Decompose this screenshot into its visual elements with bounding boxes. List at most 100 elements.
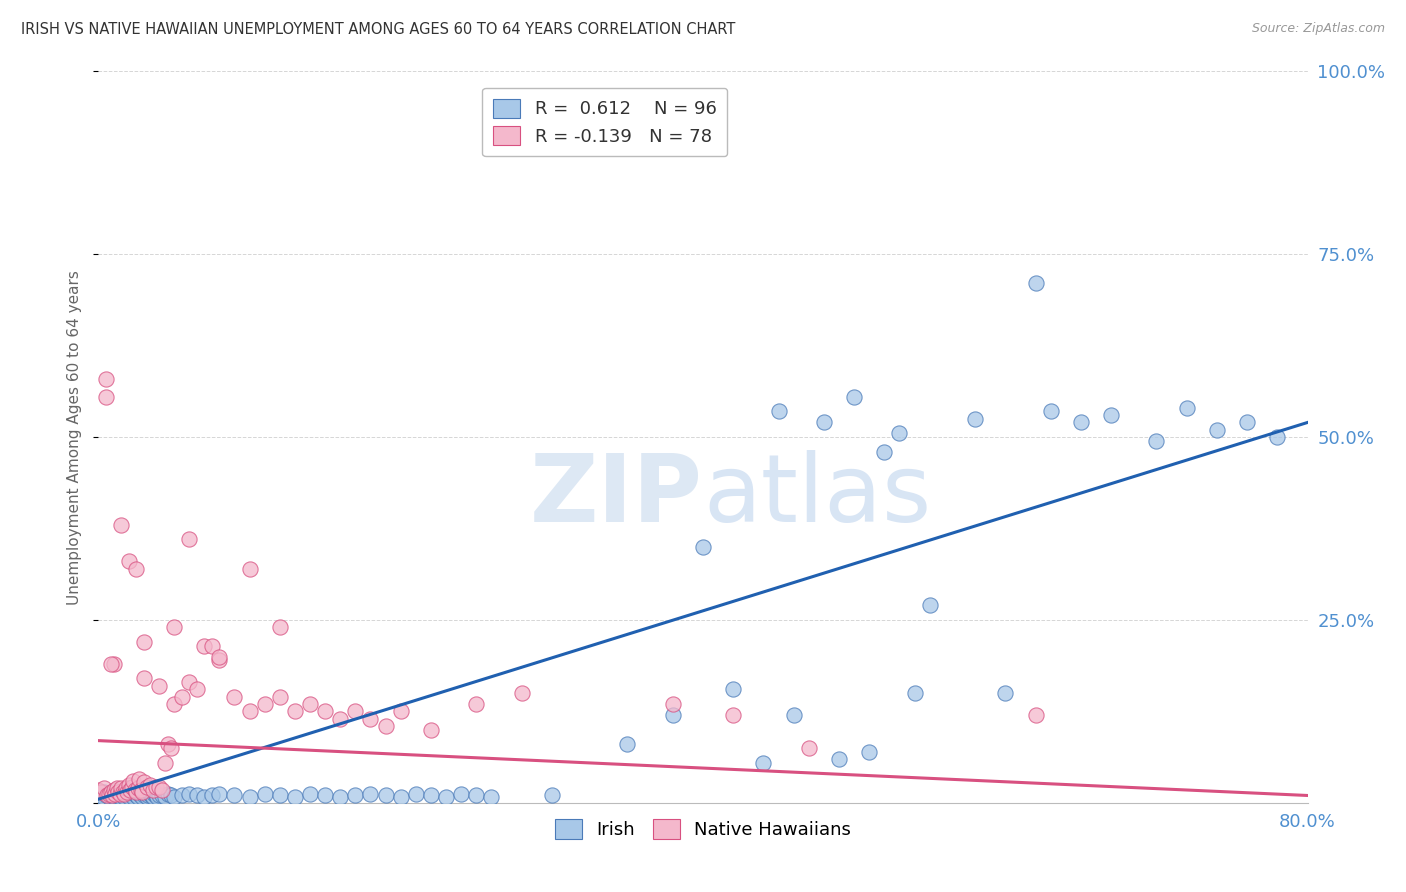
Point — [96, 789, 118, 803]
Point — [132, 775, 155, 789]
Point — [142, 789, 165, 804]
Point — [314, 705, 336, 719]
Point — [873, 444, 896, 458]
Point — [150, 789, 173, 803]
Point — [145, 780, 167, 794]
Point — [128, 772, 150, 787]
Point — [136, 789, 159, 803]
Point — [103, 789, 125, 804]
Point — [135, 780, 157, 794]
Point — [186, 682, 208, 697]
Point — [148, 679, 170, 693]
Point — [146, 789, 169, 804]
Point — [224, 690, 246, 704]
Point — [201, 789, 224, 803]
Point — [114, 781, 136, 796]
Point — [360, 712, 382, 726]
Point — [110, 781, 132, 796]
Point — [125, 789, 148, 803]
Point — [112, 789, 135, 804]
Point — [93, 785, 115, 799]
Point — [120, 782, 142, 797]
Point — [160, 789, 183, 803]
Point — [163, 789, 186, 804]
Point — [120, 787, 142, 801]
Point — [284, 789, 307, 804]
Point — [156, 737, 179, 751]
Point — [420, 789, 443, 803]
Point — [101, 787, 124, 801]
Point — [156, 787, 179, 801]
Point — [98, 789, 121, 804]
Point — [813, 416, 835, 430]
Point — [134, 787, 156, 801]
Point — [918, 599, 941, 613]
Point — [114, 787, 136, 801]
Point — [160, 740, 183, 755]
Text: Source: ZipAtlas.com: Source: ZipAtlas.com — [1251, 22, 1385, 36]
Point — [239, 705, 262, 719]
Point — [1070, 416, 1092, 430]
Point — [142, 782, 165, 797]
Point — [420, 723, 443, 737]
Point — [139, 778, 162, 792]
Point — [208, 649, 231, 664]
Point — [329, 789, 352, 804]
Point — [103, 657, 125, 671]
Point — [103, 782, 125, 797]
Point — [90, 787, 112, 801]
Point — [239, 562, 262, 576]
Point — [125, 785, 148, 799]
Point — [105, 787, 128, 801]
Point — [121, 780, 143, 794]
Point — [94, 789, 117, 803]
Point — [100, 657, 122, 671]
Point — [127, 781, 149, 796]
Point — [101, 789, 124, 803]
Point — [139, 787, 162, 801]
Point — [127, 789, 149, 804]
Point — [98, 787, 121, 801]
Point — [148, 780, 170, 794]
Point — [540, 789, 562, 803]
Point — [201, 639, 224, 653]
Point — [1039, 404, 1062, 418]
Point — [510, 686, 533, 700]
Point — [118, 554, 141, 568]
Legend: Irish, Native Hawaiians: Irish, Native Hawaiians — [547, 812, 859, 847]
Point — [329, 712, 352, 726]
Point — [186, 789, 208, 803]
Point — [131, 785, 153, 799]
Point — [179, 675, 201, 690]
Point — [91, 789, 114, 804]
Point — [1144, 434, 1167, 448]
Point — [96, 787, 118, 801]
Point — [132, 672, 155, 686]
Point — [661, 697, 683, 711]
Point — [344, 789, 367, 803]
Point — [299, 697, 322, 711]
Point — [1024, 708, 1046, 723]
Point — [132, 635, 155, 649]
Point — [94, 371, 117, 385]
Point — [797, 740, 820, 755]
Point — [112, 787, 135, 801]
Point — [170, 789, 193, 803]
Point — [661, 708, 683, 723]
Point — [1206, 423, 1229, 437]
Point — [269, 620, 291, 634]
Point — [121, 789, 143, 803]
Point — [904, 686, 927, 700]
Point — [129, 782, 152, 797]
Text: IRISH VS NATIVE HAWAIIAN UNEMPLOYMENT AMONG AGES 60 TO 64 YEARS CORRELATION CHAR: IRISH VS NATIVE HAWAIIAN UNEMPLOYMENT AM… — [21, 22, 735, 37]
Point — [148, 789, 170, 803]
Point — [723, 708, 745, 723]
Point — [145, 789, 167, 803]
Point — [193, 789, 215, 804]
Point — [374, 719, 396, 733]
Point — [374, 789, 396, 803]
Y-axis label: Unemployment Among Ages 60 to 64 years: Unemployment Among Ages 60 to 64 years — [67, 269, 83, 605]
Point — [129, 789, 152, 803]
Point — [481, 789, 503, 804]
Point — [104, 787, 127, 801]
